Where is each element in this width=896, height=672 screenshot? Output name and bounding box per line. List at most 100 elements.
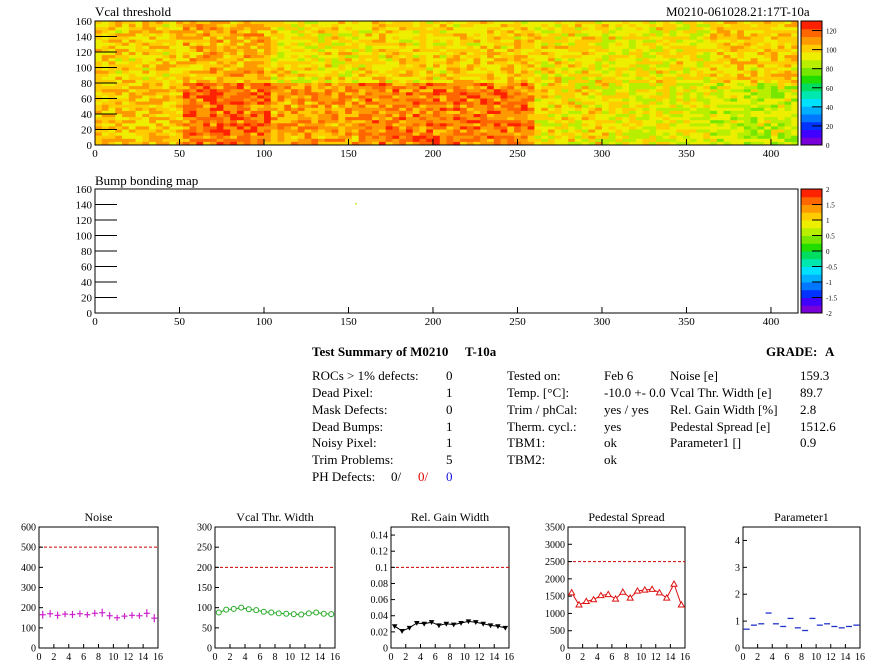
- vcal-cell: [284, 70, 292, 75]
- vcal-cell: [581, 42, 589, 47]
- vcal-cell: [189, 30, 197, 34]
- vcal-cell: [426, 36, 434, 40]
- vcal-cell: [601, 70, 610, 75]
- vcal-cell: [791, 64, 799, 68]
- vcal-cell: [432, 95, 441, 99]
- vcal-cell: [284, 48, 292, 53]
- vcal-cell: [737, 24, 745, 28]
- vcal-cell: [351, 104, 360, 109]
- vcal-cell: [372, 55, 380, 59]
- vcal-cell: [250, 110, 258, 115]
- vcal-cell: [777, 117, 785, 121]
- x-tick-label: 0: [213, 652, 218, 663]
- vcal-cell: [608, 104, 616, 109]
- vcal-cell: [365, 135, 373, 140]
- vcal-cell: [601, 138, 610, 143]
- vcal-cell: [189, 45, 197, 50]
- vcal-cell: [750, 138, 758, 143]
- vcal-cell: [547, 132, 556, 137]
- vcal-cell: [351, 58, 360, 62]
- vcal-cell: [263, 104, 272, 109]
- vcal-cell: [270, 39, 278, 44]
- vcal-cell: [304, 70, 312, 75]
- vcal-cell: [324, 55, 332, 59]
- vcal-cell: [419, 30, 427, 34]
- vcal-cell: [203, 39, 211, 44]
- vcal-cell: [270, 92, 278, 96]
- vcal-cell: [203, 95, 211, 99]
- vcal-cell: [196, 48, 204, 53]
- vcal-cell: [527, 135, 535, 140]
- vcal-cell: [757, 126, 765, 130]
- vcal-cell: [473, 117, 481, 121]
- vcal-cell: [135, 33, 143, 37]
- vcal-cell: [223, 135, 231, 140]
- vcal-cell: [568, 30, 576, 34]
- vcal-cell: [520, 110, 529, 115]
- vcal-cell: [189, 73, 197, 78]
- vcal-cell: [608, 92, 616, 96]
- vcal-cell: [757, 52, 765, 56]
- vcal-cell: [284, 42, 292, 47]
- vcal-cell: [101, 104, 109, 109]
- vcal-cell: [527, 61, 535, 65]
- data-point: [136, 612, 143, 619]
- vcal-cell: [703, 132, 711, 137]
- vcal-cell: [196, 27, 204, 31]
- vcal-cell: [588, 126, 596, 130]
- vcal-cell: [493, 126, 501, 130]
- vcal-cell: [656, 101, 664, 106]
- vcal-cell: [750, 33, 758, 37]
- vcal-cell: [500, 132, 508, 137]
- vcal-cell: [189, 33, 197, 37]
- vcal-cell: [520, 24, 529, 28]
- vcal-cell: [331, 98, 339, 102]
- vcal-cell: [128, 48, 136, 53]
- vcal-cell: [784, 132, 792, 137]
- vcal-cell: [115, 110, 123, 115]
- vcal-cell: [784, 120, 792, 124]
- vcal-cell: [683, 55, 691, 59]
- vcal-cell: [541, 92, 549, 96]
- vcal-cell: [460, 138, 468, 143]
- vcal-cell: [547, 83, 556, 87]
- vcal-cell: [257, 36, 265, 40]
- vcal-cell: [345, 104, 353, 109]
- vcal-cell: [284, 86, 292, 90]
- vcal-cell: [250, 61, 258, 65]
- vcal-cell: [527, 141, 535, 146]
- vcal-cell: [764, 70, 772, 75]
- vcal-cell: [385, 79, 393, 84]
- vcal-cell: [791, 117, 799, 121]
- vcal-cell: [189, 76, 197, 81]
- vcal-cell: [588, 24, 596, 28]
- vcal-cell: [676, 98, 684, 102]
- vcal-cell: [777, 141, 785, 146]
- vcal-cell: [263, 110, 272, 115]
- vcal-cell: [236, 95, 245, 99]
- vcal-cell: [716, 117, 725, 121]
- vcal-cell: [656, 89, 664, 93]
- vcal-cell: [446, 73, 454, 78]
- data-point: [480, 621, 486, 627]
- vcal-cell: [345, 89, 353, 93]
- vcal-cell: [108, 39, 116, 44]
- vcal-cell: [568, 95, 576, 99]
- vcal-cell: [588, 58, 596, 62]
- vcal-cell: [608, 45, 616, 50]
- roc-plot: Rel. Gain Width00.020.040.060.080.10.120…: [371, 510, 515, 663]
- vcal-cell: [750, 86, 758, 90]
- vcal-palette-step: [801, 137, 822, 146]
- vcal-cell: [770, 42, 779, 47]
- vcal-cell: [696, 24, 704, 28]
- vcal-cell: [514, 55, 522, 59]
- vcal-cell: [378, 45, 387, 50]
- vcal-cell: [473, 45, 481, 50]
- vcal-cell: [432, 89, 441, 93]
- vcal-cell: [770, 36, 779, 40]
- vcal-cell: [331, 86, 339, 90]
- vcal-cell: [574, 129, 583, 133]
- vcal-cell: [203, 104, 211, 109]
- vcal-cell: [737, 135, 745, 140]
- vcal-cell: [115, 70, 123, 75]
